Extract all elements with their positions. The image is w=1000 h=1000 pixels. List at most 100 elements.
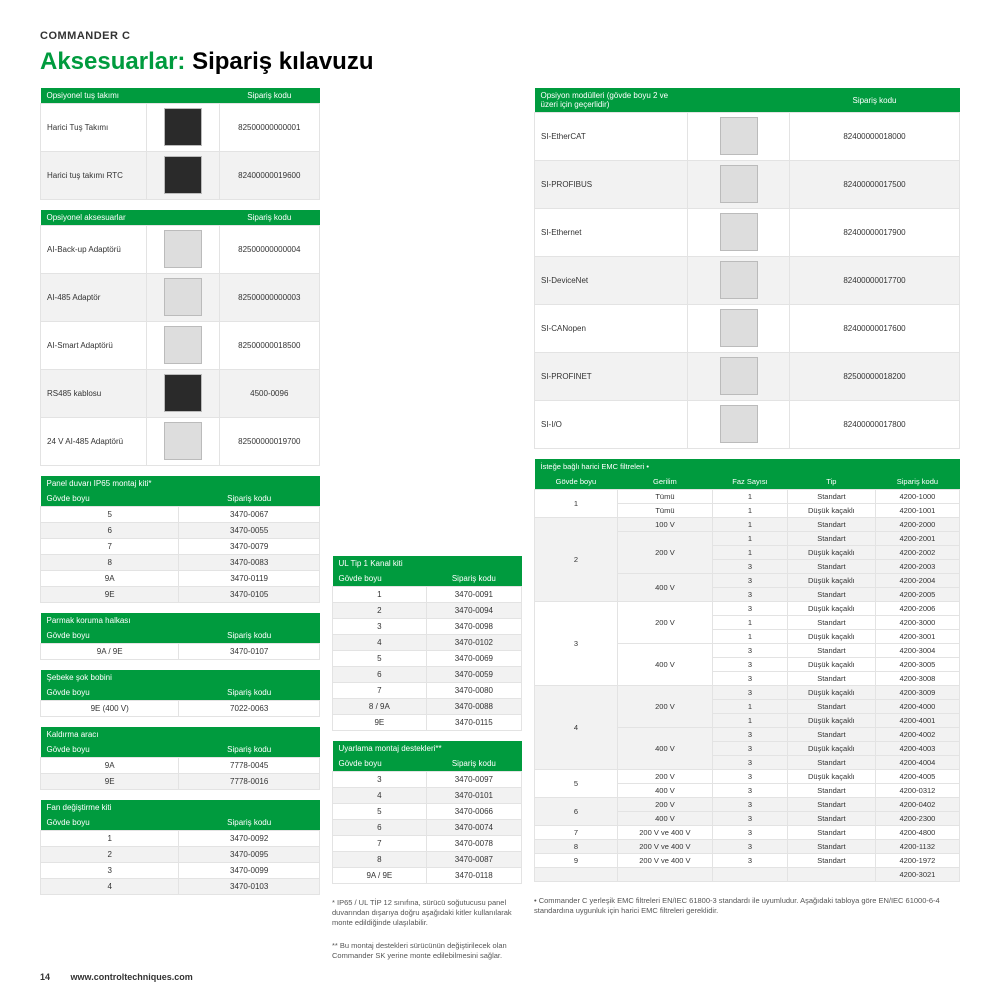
emc-frame: 2 <box>535 518 618 602</box>
emc-phase: 3 <box>713 798 788 812</box>
row-code: 82400000017500 <box>790 161 960 209</box>
emc-phase: 3 <box>713 854 788 868</box>
row-label: 8 <box>333 852 427 868</box>
row-code: 3470-0102 <box>426 635 521 651</box>
table-ip65: Panel duvarı IP65 montaj kiti*Gövde boyu… <box>40 476 320 603</box>
emc-voltage: 200 V <box>617 686 712 728</box>
emc-phase: 1 <box>713 714 788 728</box>
row-label: 6 <box>41 523 179 539</box>
row-name: AI-485 Adaptör <box>41 274 147 322</box>
row-label: 7 <box>333 836 427 852</box>
emc-phase: 1 <box>713 546 788 560</box>
row-label: 8 <box>41 555 179 571</box>
row-name: SI-DeviceNet <box>535 257 688 305</box>
row-code: 3470-0099 <box>179 863 320 879</box>
row-code: 3470-0087 <box>426 852 521 868</box>
row-label: 9E <box>41 587 179 603</box>
emc-frame: 1 <box>535 490 618 518</box>
emc-phase: 1 <box>713 518 788 532</box>
row-code: 7778-0045 <box>179 758 320 774</box>
row-code: 4500-0096 <box>219 370 319 418</box>
emc-type: Standart <box>787 756 875 770</box>
emc-code: 4200-4004 <box>875 756 959 770</box>
emc-voltage: 400 V <box>617 644 712 686</box>
emc-voltage <box>617 868 712 882</box>
row-code: 3470-0094 <box>426 603 521 619</box>
row-image <box>688 353 790 401</box>
table-keypad: Opsiyonel tuş takımıSipariş koduHarici T… <box>40 88 320 200</box>
emc-code: 4200-3001 <box>875 630 959 644</box>
row-code: 82500000000003 <box>219 274 319 322</box>
emc-voltage: Tümü <box>617 490 712 504</box>
row-label: 1 <box>333 587 427 603</box>
product-image-icon <box>720 165 758 203</box>
row-code: 3470-0097 <box>426 772 521 788</box>
emc-voltage: 200 V <box>617 798 712 812</box>
title-green: Aksesuarlar: <box>40 48 185 75</box>
row-image <box>688 209 790 257</box>
row-image <box>688 401 790 449</box>
emc-code: 4200-1972 <box>875 854 959 868</box>
row-code: 3470-0074 <box>426 820 521 836</box>
row-code: 3470-0083 <box>179 555 320 571</box>
table-option-modules: Opsiyon modülleri (gövde boyu 2 ve üzeri… <box>534 88 960 449</box>
row-code: 3470-0055 <box>179 523 320 539</box>
emc-code: 4200-2001 <box>875 532 959 546</box>
emc-phase: 1 <box>713 616 788 630</box>
emc-code: 4200-3008 <box>875 672 959 686</box>
product-image-icon <box>720 405 758 443</box>
row-code: 82400000017700 <box>790 257 960 305</box>
title-black: Sipariş kılavuzu <box>185 48 373 75</box>
product-image-icon <box>164 156 202 194</box>
row-code: 82500000018500 <box>219 322 319 370</box>
row-code: 7022-0063 <box>179 701 320 717</box>
row-code: 3470-0066 <box>426 804 521 820</box>
emc-frame: 4 <box>535 686 618 770</box>
main-layout: Opsiyonel tuş takımıSipariş koduHarici T… <box>40 88 960 961</box>
product-image-icon <box>720 309 758 347</box>
footer-url: www.controltechniques.com <box>71 972 193 982</box>
row-label: 6 <box>333 820 427 836</box>
row-code: 3470-0103 <box>179 879 320 895</box>
emc-voltage: 200 V ve 400 V <box>617 826 712 840</box>
table-spacing: Uyarlama montaj destekleri**Gövde boyuSi… <box>332 741 522 884</box>
emc-code: 4200-0402 <box>875 798 959 812</box>
emc-type: Düşük kaçaklı <box>787 714 875 728</box>
emc-phase: 3 <box>713 728 788 742</box>
row-label: 5 <box>333 804 427 820</box>
emc-voltage: 200 V <box>617 532 712 574</box>
row-image <box>147 418 220 466</box>
row-label: 3 <box>333 772 427 788</box>
row-image <box>688 257 790 305</box>
emc-phase: 3 <box>713 686 788 700</box>
row-label: 9A <box>41 758 179 774</box>
row-code: 3470-0078 <box>426 836 521 852</box>
row-name: AI-Back-up Adaptörü <box>41 226 147 274</box>
row-name: SI-EtherCAT <box>535 113 688 161</box>
emc-frame: 8 <box>535 840 618 854</box>
row-label: 3 <box>41 863 179 879</box>
emc-type: Standart <box>787 532 875 546</box>
row-name: SI-Ethernet <box>535 209 688 257</box>
emc-voltage: 400 V <box>617 728 712 770</box>
emc-phase: 3 <box>713 672 788 686</box>
emc-voltage: Tümü <box>617 504 712 518</box>
emc-type: Düşük kaçaklı <box>787 504 875 518</box>
emc-type: Standart <box>787 784 875 798</box>
product-image-icon <box>720 213 758 251</box>
emc-type: Standart <box>787 812 875 826</box>
col-right: Opsiyon modülleri (gövde boyu 2 ve üzeri… <box>534 88 960 961</box>
row-code: 3470-0091 <box>426 587 521 603</box>
emc-phase: 3 <box>713 560 788 574</box>
note-2: ** Bu montaj destekleri sürücünün değişt… <box>332 941 522 961</box>
emc-type: Düşük kaçaklı <box>787 686 875 700</box>
row-code: 82500000019700 <box>219 418 319 466</box>
row-name: 24 V AI-485 Adaptörü <box>41 418 147 466</box>
emc-type: Standart <box>787 518 875 532</box>
emc-phase: 3 <box>713 742 788 756</box>
emc-code: 4200-1001 <box>875 504 959 518</box>
row-name: SI-I/O <box>535 401 688 449</box>
emc-code: 4200-2000 <box>875 518 959 532</box>
product-image-icon <box>164 326 202 364</box>
row-code: 3470-0095 <box>179 847 320 863</box>
